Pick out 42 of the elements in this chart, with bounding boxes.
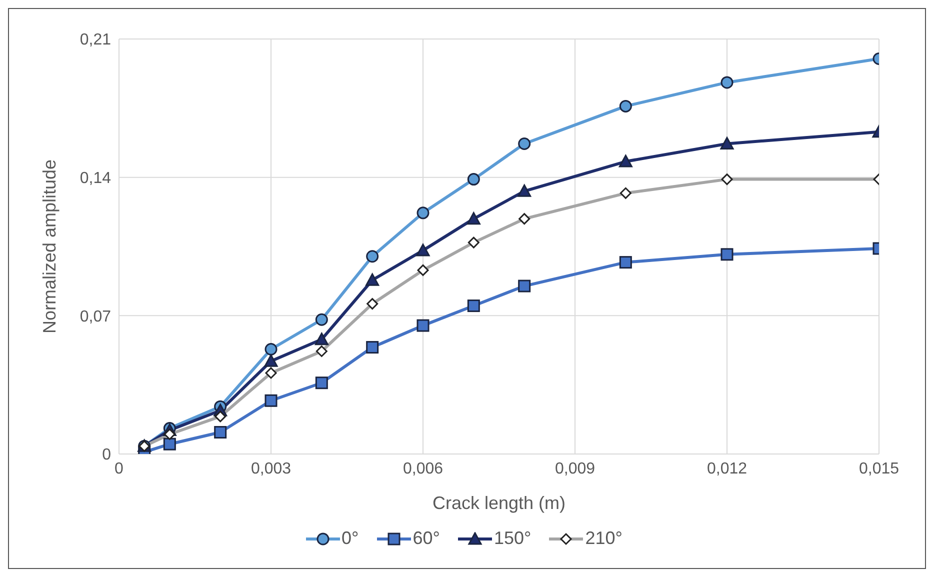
legend-label: 0°	[342, 528, 359, 549]
point	[366, 341, 379, 354]
point	[466, 212, 480, 225]
x-tick-label: 0,015	[858, 460, 900, 478]
point	[416, 206, 430, 220]
y-tick-label: 0,07	[80, 308, 112, 326]
point	[214, 426, 227, 439]
point	[264, 354, 278, 367]
point	[518, 184, 532, 197]
x-tick-label: 0,012	[706, 460, 748, 478]
point	[366, 250, 379, 263]
point	[264, 394, 278, 407]
point	[315, 313, 328, 326]
point	[314, 332, 328, 346]
point	[518, 280, 531, 292]
y-axis-title: Normalized amplitude	[39, 159, 60, 334]
point	[467, 173, 480, 186]
point	[315, 376, 328, 390]
point	[619, 256, 632, 269]
legend-label: 210°	[585, 528, 622, 549]
point	[619, 100, 632, 112]
point	[416, 244, 430, 256]
point	[720, 76, 734, 89]
point	[163, 438, 176, 450]
point	[416, 319, 430, 332]
y-tick-label: 0,14	[80, 170, 112, 188]
x-tick-label: 0,009	[554, 460, 596, 478]
point	[467, 300, 480, 312]
x-tick-label: 0,003	[250, 460, 292, 478]
point	[720, 136, 734, 150]
point	[720, 248, 734, 261]
point	[518, 137, 531, 150]
x-axis-title: Crack length (m)	[432, 493, 566, 513]
y-tick-label: 0	[102, 446, 112, 464]
point	[264, 343, 278, 356]
point	[618, 154, 632, 168]
point	[366, 273, 380, 286]
x-tick-label: 0,006	[402, 460, 444, 478]
x-tick-label: 0	[114, 460, 124, 478]
legend-label: 60°	[412, 528, 440, 549]
y-tick-label: 0,21	[80, 32, 112, 49]
legend-label: 150°	[494, 528, 532, 549]
